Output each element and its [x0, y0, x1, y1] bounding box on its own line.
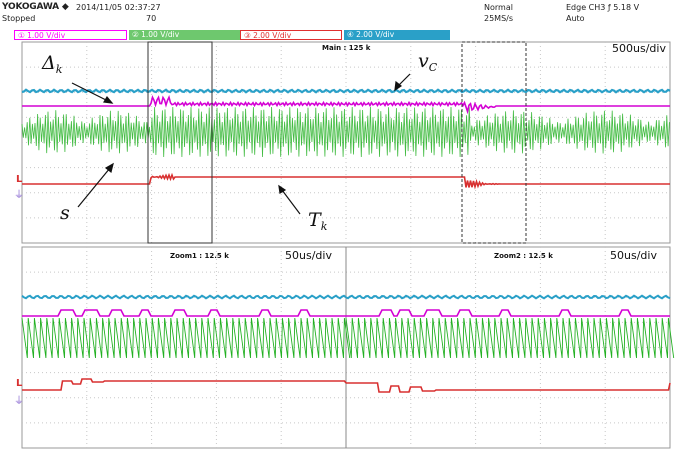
channel-4-badge[interactable]: ④ 2.00 V/div	[344, 30, 450, 40]
tk-label: Tk	[308, 209, 328, 233]
zoom1-tk-trace	[22, 378, 347, 391]
trigger-level-marker: L	[16, 174, 23, 185]
channel-3-badge[interactable]: ③ 2.00 V/div	[240, 30, 342, 40]
tk-trace	[22, 172, 670, 190]
trigger-mode: Normal	[484, 3, 513, 12]
ground-marker-zoom: ⏚	[14, 395, 24, 407]
delta-k-label: Δk	[42, 52, 63, 76]
zoom1-s-trace	[21, 317, 351, 359]
zoom1-vc-trace	[21, 294, 347, 300]
zoom1-timebase: 50us/div	[285, 249, 332, 262]
trigger-setting: Edge CH3 ƒ 5.18 V	[566, 3, 640, 12]
channel-1-badge[interactable]: ① 1.00 V/div	[14, 30, 127, 40]
brand-logo: YOKOGAWA ◆	[2, 2, 69, 12]
zoom1-marker-box[interactable]	[147, 41, 213, 244]
waveform-traces	[21, 88, 675, 393]
acquisition-count: 70	[146, 14, 157, 23]
zoom2-s-trace	[345, 317, 675, 359]
delta-trace	[22, 95, 670, 115]
s-trace	[21, 106, 670, 158]
acquisition-state: Stopped	[2, 14, 36, 23]
channel-2-badge[interactable]: ② 1.00 V/div	[129, 30, 242, 40]
vc-label: vC	[418, 50, 438, 74]
zoom2-vc-trace	[345, 294, 671, 300]
ground-marker: ⏚	[14, 189, 24, 201]
trigger-submode: Auto	[566, 14, 585, 23]
zoom2-delta-trace	[346, 309, 670, 317]
main-title: Main : 125 k	[322, 44, 371, 52]
zoom1-delta-trace	[22, 309, 346, 317]
annotation-arrows	[71, 73, 411, 215]
zoom2-marker-box[interactable]	[461, 41, 527, 244]
main-timebase: 500us/div	[612, 42, 666, 55]
s-label: s	[60, 202, 70, 224]
trigger-level-marker-zoom: L	[16, 378, 23, 389]
zoom1-title: Zoom1 : 12.5 k	[170, 252, 229, 260]
zoom2-timebase: 50us/div	[610, 249, 657, 262]
vc-trace	[21, 88, 671, 94]
sample-rate: 25MS/s	[484, 14, 514, 23]
zoom2-title: Zoom2 : 12.5 k	[494, 252, 553, 260]
zoom2-tk-trace	[346, 382, 671, 393]
datetime: 2014/11/05 02:37:27	[76, 3, 161, 12]
